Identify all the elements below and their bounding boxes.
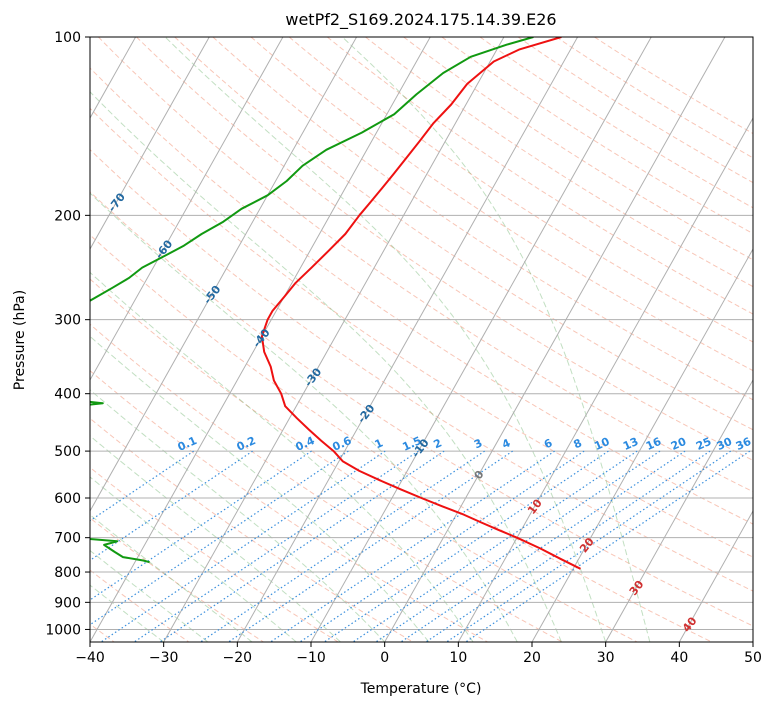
mixing-ratio-label: 10 [592, 435, 612, 453]
dry-adiabat-line [90, 517, 264, 642]
plot-area: 0.10.20.40.611.52346810131620253036-100-… [90, 37, 754, 642]
x-tick-label: 20 [523, 650, 541, 666]
y-tick-label: 100 [54, 30, 81, 46]
sounding-series [90, 37, 581, 570]
dry-adiabat-line [90, 417, 414, 642]
mixing-ratio-label: 16 [644, 435, 664, 453]
moist-adiabat-line [90, 389, 386, 642]
dry-adiabat-line [90, 191, 753, 627]
y-axis-label: Pressure (hPa) [12, 290, 28, 390]
y-tick-label: 300 [54, 313, 81, 329]
x-tick-label: 40 [670, 650, 688, 666]
mixing-ratio-line [90, 450, 312, 601]
isotherm-line [90, 37, 431, 642]
x-tick-label: 30 [597, 650, 615, 666]
dry-adiabat-line [365, 37, 753, 288]
mixing-ratio-line [352, 450, 638, 642]
y-tick-label: 600 [54, 491, 81, 507]
temperature-line [260, 37, 581, 570]
mixing-ratio-line [299, 450, 585, 642]
moist-adiabat-line [90, 271, 474, 642]
y-tick-label: 1000 [45, 622, 81, 638]
dry-adiabat-line [90, 149, 753, 592]
moist-adiabat-line [90, 335, 430, 642]
mixing-ratio-line [133, 450, 419, 642]
mixing-ratio-line [323, 450, 609, 642]
x-tick-label: −10 [296, 650, 326, 666]
mixing-ratio-label: 25 [694, 435, 713, 453]
dry-adiabat-line [441, 37, 753, 235]
mixing-ratio-line [375, 450, 661, 642]
moist-adiabat-line [90, 91, 562, 642]
isotherm-line [384, 37, 726, 642]
dewpoint-line [90, 37, 534, 564]
isotherm-line [236, 37, 579, 642]
mixing-ratio-line [90, 450, 349, 626]
y-tick-label: 400 [54, 387, 81, 403]
mixing-ratio-line [400, 450, 686, 642]
y-axis-ticks: 100 200 300 400 500 600 700 800 900 1000 [45, 30, 90, 638]
moist-adiabat-line [164, 37, 607, 642]
isotherm-line [605, 379, 753, 642]
isotherm-line [163, 37, 505, 642]
dry-adiabat-line [90, 234, 712, 642]
mixing-ratio-label: 20 [669, 435, 689, 453]
y-tick-label: 700 [54, 531, 81, 547]
gridlines [90, 37, 753, 642]
mixing-ratio-line [90, 450, 253, 562]
x-tick-label: −40 [75, 650, 105, 666]
dry-adiabat-line [288, 37, 753, 343]
moist-adiabat-line [90, 549, 209, 642]
moist-adiabat-line [341, 37, 651, 642]
x-tick-label: 10 [449, 650, 467, 666]
dry-adiabat-line [90, 107, 753, 558]
x-axis-ticks: −40 −30 −20 −10 0 10 20 30 40 50 [75, 642, 762, 666]
y-tick-label: 200 [54, 208, 81, 224]
chart-title: wetPf2_S169.2024.175.14.39.E26 [285, 10, 556, 30]
dry-adiabat-line [517, 37, 753, 184]
dry-adiabat-line [90, 323, 563, 642]
mixing-ratio-line [465, 450, 751, 642]
mixing-ratio-lines [90, 450, 751, 642]
mixing-ratio-label: 13 [621, 435, 640, 453]
dry-adiabat-line [174, 37, 753, 431]
mixing-ratio-label: 36 [734, 435, 754, 453]
isotherm-line [678, 509, 753, 642]
dry-adiabat-line [250, 37, 753, 372]
x-tick-label: −30 [149, 650, 179, 666]
mixing-ratio-line [228, 450, 513, 642]
y-tick-label: 500 [54, 444, 81, 460]
y-tick-label: 900 [54, 595, 81, 611]
plot-frame [89, 36, 754, 643]
x-axis-label: Temperature (°C) [360, 681, 482, 697]
mixing-ratio-line [90, 450, 195, 522]
dry-adiabat-line [326, 37, 753, 315]
mixing-ratio-line [200, 450, 485, 642]
x-tick-label: 0 [380, 650, 389, 666]
isotherm-line [90, 37, 358, 513]
isotherm-line [90, 37, 210, 251]
mixing-ratio-line [100, 450, 386, 642]
isotherm-line [531, 248, 753, 642]
isotherm-line [457, 117, 753, 642]
y-tick-label: 800 [54, 565, 81, 581]
mixing-ratio-label: 30 [715, 435, 735, 453]
x-tick-label: −20 [223, 650, 253, 666]
moist-adiabat-line [90, 192, 518, 642]
mixing-ratio-line [425, 450, 711, 642]
mixing-ratio-line [270, 450, 555, 642]
dry-adiabat-line [90, 278, 638, 642]
isotherm-line [310, 37, 652, 642]
dry-adiabat-line [90, 67, 753, 525]
isotherm-line [90, 37, 284, 382]
mixing-ratio-line [159, 450, 445, 642]
x-tick-label: 50 [744, 650, 762, 666]
mixing-ratio-line [446, 450, 732, 642]
